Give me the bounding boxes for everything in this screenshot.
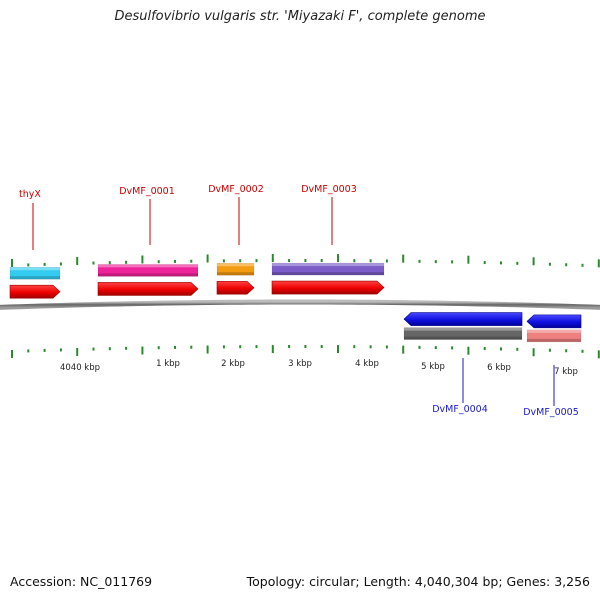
scale-tick-label: 7 kbp [554, 367, 578, 377]
gene-track-bar[interactable] [216, 262, 255, 276]
gene-arrow-dvmf-0002[interactable] [216, 280, 255, 295]
gene-track-highlight [272, 263, 384, 267]
gene-arrow-dvmf-0005[interactable] [526, 314, 582, 329]
gene-arrow-dvmf-0004[interactable] [403, 312, 523, 326]
gene-arrow-dvmf-0001[interactable] [97, 282, 199, 296]
top-tick-marks [11, 254, 600, 268]
gene-track-shade [98, 273, 198, 277]
gene-label[interactable]: DvMF_0001 [119, 186, 175, 197]
gene-label[interactable]: DvMF_0003 [301, 184, 357, 195]
gene-track-highlight [98, 264, 198, 268]
gene-track-highlight [217, 263, 254, 267]
gene-label[interactable]: DvMF_0004 [432, 404, 488, 415]
gene-track-highlight [404, 327, 522, 331]
gene-arrow-thyx[interactable] [9, 284, 61, 299]
bottom-tick-marks [11, 345, 600, 359]
scale-tick-label: 2 kbp [221, 359, 245, 369]
genome-title: Desulfovibrio vulgaris str. 'Miyazaki F'… [114, 9, 486, 24]
genome-backbone [0, 299, 600, 310]
gene-label[interactable]: thyX [19, 189, 41, 200]
gene-arrow-dvmf-0003[interactable] [271, 280, 385, 295]
gene-track-shade [272, 272, 384, 276]
scale-tick-label: 5 kbp [421, 362, 445, 372]
gene-track-shade [217, 272, 254, 276]
scale-tick-label: 6 kbp [487, 363, 511, 373]
gene-track-bar[interactable] [97, 264, 199, 277]
gene-track-bar[interactable] [403, 327, 523, 340]
gene-track-bar[interactable] [526, 329, 582, 343]
gene-track-bar[interactable] [271, 262, 385, 276]
gene-track-highlight [527, 329, 581, 333]
scale-tick-label: 1 kbp [156, 359, 180, 369]
gene-track-bar[interactable] [9, 266, 61, 280]
gene-track-shade [10, 276, 60, 280]
scale-tick-label: 3 kbp [288, 359, 312, 369]
scale-tick-label: 4 kbp [355, 359, 379, 369]
gene-track-shade [404, 336, 522, 340]
scale-start-label: 4040 kbp [60, 363, 100, 373]
genome-summary-text: Topology: circular; Length: 4,040,304 bp… [246, 574, 590, 589]
gene-track-highlight [10, 267, 60, 271]
gene-label[interactable]: DvMF_0002 [208, 184, 264, 195]
accession-text: Accession: NC_011769 [10, 574, 153, 589]
gene-label[interactable]: DvMF_0005 [523, 407, 579, 418]
gene-track-shade [527, 338, 581, 342]
